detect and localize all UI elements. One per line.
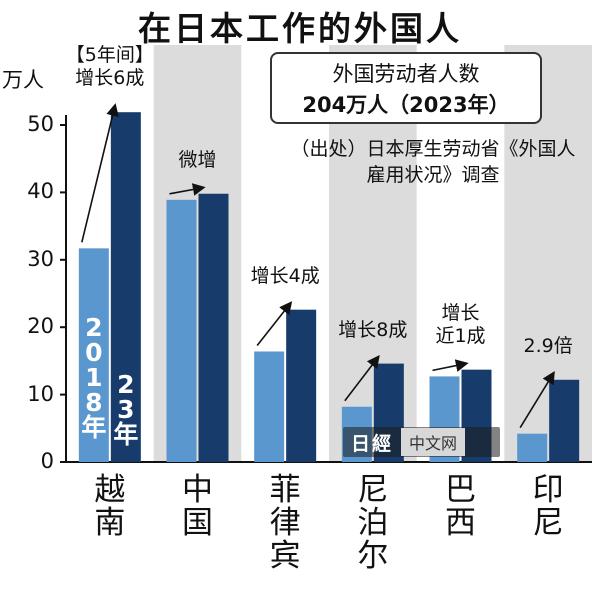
y-axis-unit: 万人: [2, 68, 44, 92]
bar-2018-2: [254, 351, 285, 462]
change-annotation: 增长 近1成: [435, 301, 486, 347]
category-label: 巴西: [445, 472, 476, 541]
change-annotation: 【5年间】 增长6成: [65, 44, 154, 90]
infobox-line2: 204万人（2023年）: [302, 93, 510, 117]
change-arrow-3: [344, 355, 380, 402]
source-note: （出处）日本厚生劳动省《外国人 雇用状况》调查: [290, 138, 576, 186]
category-label: 尼泊尔: [357, 472, 389, 574]
change-arrow-2: [256, 301, 293, 346]
category-label: 菲律宾: [269, 472, 301, 574]
change-annotation: 2.9倍: [523, 334, 573, 357]
change-arrow-4: [432, 359, 469, 372]
infobox-line1: 外国劳动者人数: [332, 62, 480, 86]
change-arrow-1: [169, 183, 206, 196]
y-tick-label: 30: [27, 246, 54, 271]
y-tick-label: 10: [27, 381, 54, 406]
watermark: 日經 中文网: [343, 427, 500, 457]
category-label: 印尼: [532, 472, 564, 541]
total-infobox: 外国劳动者人数 204万人（2023年）: [270, 52, 542, 124]
bar-2023-5: [549, 379, 580, 462]
watermark-logo: 日經: [351, 432, 394, 455]
category-label: 越南: [94, 472, 126, 541]
chart-title: 在日本工作的外国人: [138, 9, 462, 48]
bar-2018-0: [78, 248, 109, 462]
change-annotation: 微增: [178, 148, 217, 171]
change-arrow-5: [519, 371, 555, 429]
change-annotation: 增长4成: [250, 264, 320, 287]
watermark-brand: 中文网: [401, 428, 466, 456]
category-label: 中国: [182, 472, 213, 541]
y-tick-label: 40: [27, 179, 54, 204]
change-arrow-0: [81, 103, 119, 243]
bar-2023-1: [198, 193, 229, 463]
bar-2018-1: [166, 199, 197, 462]
bar-2018-5: [517, 433, 548, 462]
y-tick-label: 50: [27, 112, 54, 136]
change-annotation: 增长8成: [338, 318, 408, 341]
bar-2023-2: [286, 309, 317, 462]
y-tick-label: 20: [27, 314, 54, 339]
y-tick-label: 0: [40, 449, 54, 473]
bar-2023-0: [110, 112, 141, 462]
